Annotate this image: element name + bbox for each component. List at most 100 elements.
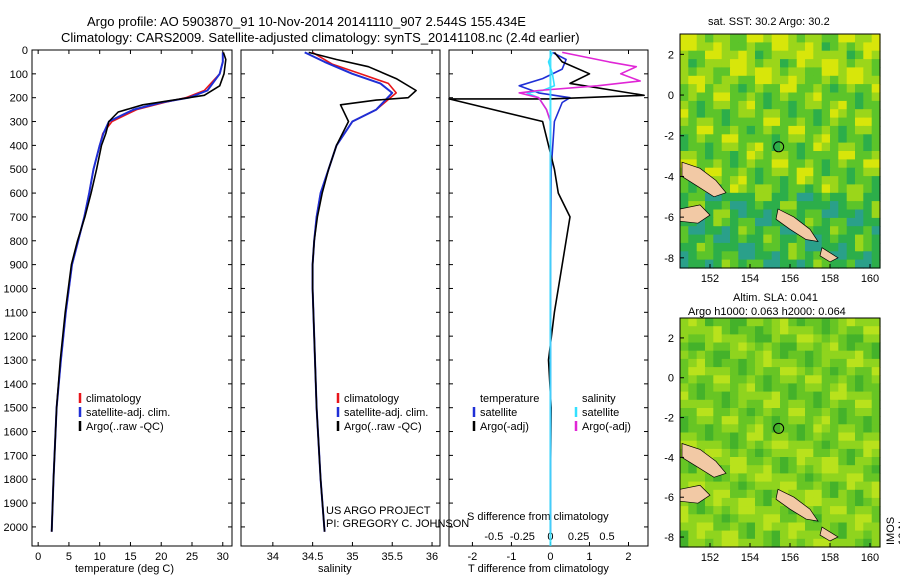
- sst-field-cell: [788, 59, 798, 69]
- sla-field-cell: [855, 522, 864, 532]
- sst-field-cell: [755, 201, 764, 211]
- sst-field-cell: [805, 259, 814, 269]
- sst-field-cell: [813, 234, 823, 244]
- sla-field-cell: [721, 538, 731, 548]
- sst-field-cell: [746, 192, 756, 202]
- sst-field-cell: [855, 125, 864, 135]
- sla-field-cell: [838, 481, 848, 491]
- sla-field-cell: [763, 514, 773, 524]
- sla-field-cell: [838, 424, 848, 434]
- sst-field-cell: [771, 251, 781, 261]
- sla-field-cell: [830, 448, 839, 458]
- sst-field-cell: [796, 100, 806, 110]
- sst-field-cell: [688, 50, 698, 60]
- sla-field-cell: [805, 334, 814, 344]
- sla-field-cell: [780, 342, 789, 352]
- sst-field-cell: [738, 167, 748, 177]
- sst-field-cell: [855, 217, 864, 227]
- sla-field-cell: [738, 440, 748, 450]
- sst-field-cell: [780, 125, 789, 135]
- sla-field-cell: [696, 440, 706, 450]
- sst-field-cell: [680, 234, 689, 244]
- sst-field-cell: [713, 217, 723, 227]
- sla-field-cell: [855, 424, 864, 434]
- sla-field-cell: [755, 497, 764, 507]
- sla-field-cell: [763, 375, 773, 385]
- sla-field-cell: [788, 481, 798, 491]
- sst-field-cell: [696, 226, 706, 236]
- sla-field-cell: [746, 367, 756, 376]
- sla-field-cell: [696, 506, 706, 515]
- sla-field-cell: [771, 326, 781, 335]
- sla-field-cell: [755, 473, 764, 483]
- sla-field-cell: [688, 326, 698, 335]
- sst-field-cell: [721, 109, 731, 119]
- sst-field-cell: [838, 59, 848, 69]
- sla-field-cell: [705, 342, 714, 352]
- sst-field-cell: [838, 109, 848, 119]
- sst-field-cell: [813, 209, 823, 219]
- sla-land: [681, 443, 727, 478]
- sst-field-cell: [705, 259, 714, 269]
- sst-field-cell: [780, 134, 789, 144]
- sla-field-cell: [863, 497, 873, 507]
- sst-field-cell: [796, 84, 806, 94]
- sla-field-cell: [730, 473, 739, 483]
- sla-field-cell: [713, 334, 723, 344]
- sst-field-cell: [863, 67, 873, 77]
- sla-field-cell: [705, 514, 714, 524]
- sst-field-cell: [696, 159, 706, 169]
- sst-field-cell: [821, 125, 831, 135]
- sla-field-cell: [871, 358, 881, 368]
- sst-field-cell: [771, 159, 781, 169]
- sla-field-cell: [738, 432, 748, 442]
- sla-field-cell: [771, 358, 781, 368]
- sla-field-cell: [855, 440, 864, 450]
- sst-field-cell: [688, 42, 698, 52]
- sst-map-title: sat. SST: 30.2 Argo: 30.2: [708, 16, 830, 28]
- sla-field-cell: [871, 538, 881, 548]
- sst-field-cell: [855, 159, 864, 169]
- sst-field-cell: [805, 59, 814, 69]
- sst-field-cell: [746, 84, 756, 94]
- sst-ytick-label: 2: [668, 49, 674, 61]
- sla-field-cell: [805, 489, 814, 499]
- sst-field-cell: [738, 100, 748, 110]
- sal-xtick-label: 36: [426, 551, 438, 563]
- sst-field-cell: [830, 50, 839, 60]
- sst-field-cell: [838, 167, 848, 177]
- sla-field-cell: [805, 530, 814, 540]
- sst-field-cell: [871, 159, 881, 169]
- sla-field-cell: [763, 342, 773, 352]
- sst-field-cell: [746, 117, 756, 127]
- sla-field-cell: [680, 358, 689, 368]
- sst-field-cell: [746, 176, 756, 186]
- sla-field-cell: [821, 367, 831, 376]
- sla-field-cell: [746, 538, 756, 548]
- sst-field-cell: [680, 59, 689, 69]
- sla-field-cell: [721, 399, 731, 409]
- sla-field-cell: [830, 326, 839, 335]
- sst-field-cell: [871, 217, 881, 227]
- sla-field-cell: [713, 375, 723, 385]
- sst-field-cell: [763, 242, 773, 252]
- sla-argo-float-marker: [773, 422, 785, 434]
- sst-field-cell: [713, 234, 723, 244]
- sla-field-cell: [871, 399, 881, 409]
- sla-field-cell: [771, 514, 781, 524]
- sla-field-cell: [838, 408, 848, 417]
- sla-field-cell: [855, 342, 864, 352]
- sst-field-cell: [763, 67, 773, 77]
- sla-field-cell: [705, 399, 714, 409]
- sla-field-cell: [755, 416, 764, 425]
- sla-field-cell: [871, 506, 881, 515]
- sla-field-cell: [846, 342, 856, 352]
- sla-field-cell: [721, 448, 731, 458]
- sst-field-cell: [705, 92, 714, 102]
- sla-field-cell: [738, 448, 748, 458]
- sst-field-cell: [721, 34, 731, 43]
- sla-field-cell: [830, 391, 839, 401]
- sla-field-cell: [721, 408, 731, 417]
- sla-field-cell: [871, 432, 881, 442]
- sla-field-cell: [771, 350, 781, 360]
